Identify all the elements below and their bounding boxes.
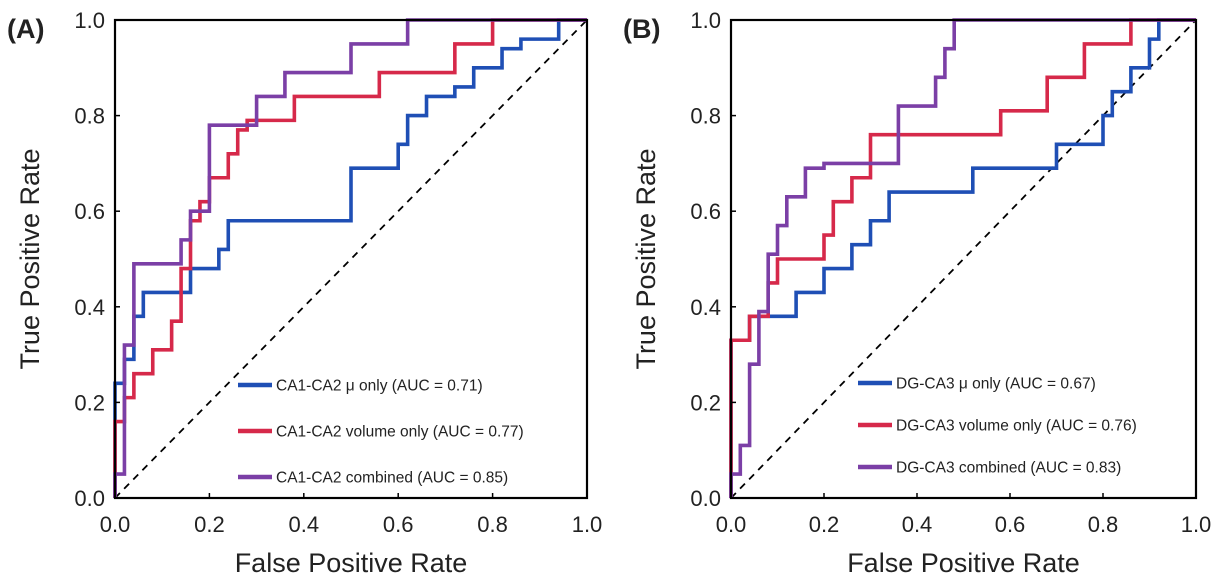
- y-tick-label: 1.0: [690, 8, 721, 33]
- y-tick-label: 0.0: [74, 486, 105, 511]
- legend-entry-label: DG-CA3 volume only (AUC = 0.76): [896, 418, 1137, 435]
- x-tick-label: 1.0: [572, 512, 603, 537]
- roc-curve-combined: [729, 18, 1196, 498]
- y-tick-label: 1.0: [74, 8, 105, 33]
- legend-entry-label: CA1-CA2 volume only (AUC = 0.77): [276, 424, 524, 441]
- roc-curve-combined: [113, 18, 587, 498]
- x-axis-title: False Positive Rate: [847, 548, 1080, 578]
- y-tick-label: 0.8: [690, 104, 721, 129]
- roc-curve-mu-only: [113, 18, 587, 498]
- x-axis-title: False Positive Rate: [235, 548, 468, 578]
- roc-curve-volume-only: [729, 18, 1196, 498]
- x-tick-label: 0.2: [194, 512, 225, 537]
- y-tick-label: 0.2: [74, 390, 105, 415]
- x-tick-label: 0.8: [477, 512, 508, 537]
- roc-curve-mu-only: [729, 18, 1196, 498]
- panel-label: (A): [7, 14, 44, 44]
- legend-entry-label: CA1-CA2 combined (AUC = 0.85): [276, 470, 508, 487]
- y-tick-label: 0.2: [690, 390, 721, 415]
- x-tick-label: 0.6: [995, 512, 1026, 537]
- panel-label: (B): [623, 14, 660, 44]
- y-tick-label: 0.4: [74, 295, 105, 320]
- x-tick-label: 1.0: [1181, 512, 1212, 537]
- panel-b: 0.0 0.2 0.4 0.6 0.8 1.0 0.0 0.2 0.4 0.6 0.8 1.0 Fals…: [623, 8, 1211, 578]
- y-tick-label: 0.0: [690, 486, 721, 511]
- y-axis-title: True Positive Rate: [631, 148, 661, 369]
- y-tick-label: 0.4: [690, 295, 721, 320]
- legend: DG-CA3 μ only (AUC = 0.67) DG-CA3 volume …: [858, 376, 1137, 477]
- x-tick-label: 0.2: [809, 512, 840, 537]
- legend: CA1-CA2 μ only (AUC = 0.71) CA1-CA2 volum…: [238, 378, 524, 487]
- legend-entry-label: CA1-CA2 μ only (AUC = 0.71): [276, 378, 483, 395]
- y-tick-label: 0.8: [74, 104, 105, 129]
- plot-frame: [729, 18, 1198, 500]
- legend-entry-label: DG-CA3 combined (AUC = 0.83): [896, 460, 1121, 477]
- x-tick-label: 0.0: [716, 512, 747, 537]
- x-tick-label: 0.0: [100, 512, 131, 537]
- legend-entry-label: DG-CA3 μ only (AUC = 0.67): [896, 376, 1096, 393]
- roc-curve-volume-only: [113, 18, 587, 498]
- y-tick-label: 0.6: [690, 199, 721, 224]
- panel-a: 0.0 0.2 0.4 0.6 0.8 1.0 0.0 0.2 0.4 0.6 0.8 1.0 Fals…: [7, 8, 602, 578]
- x-tick-label: 0.8: [1088, 512, 1119, 537]
- y-axis-title: True Positive Rate: [15, 148, 45, 369]
- plot-frame: [113, 18, 589, 500]
- x-tick-label: 0.4: [289, 512, 320, 537]
- x-tick-label: 0.4: [902, 512, 933, 537]
- y-tick-label: 0.6: [74, 199, 105, 224]
- x-tick-label: 0.6: [383, 512, 414, 537]
- chance-diagonal-line: [114, 19, 588, 499]
